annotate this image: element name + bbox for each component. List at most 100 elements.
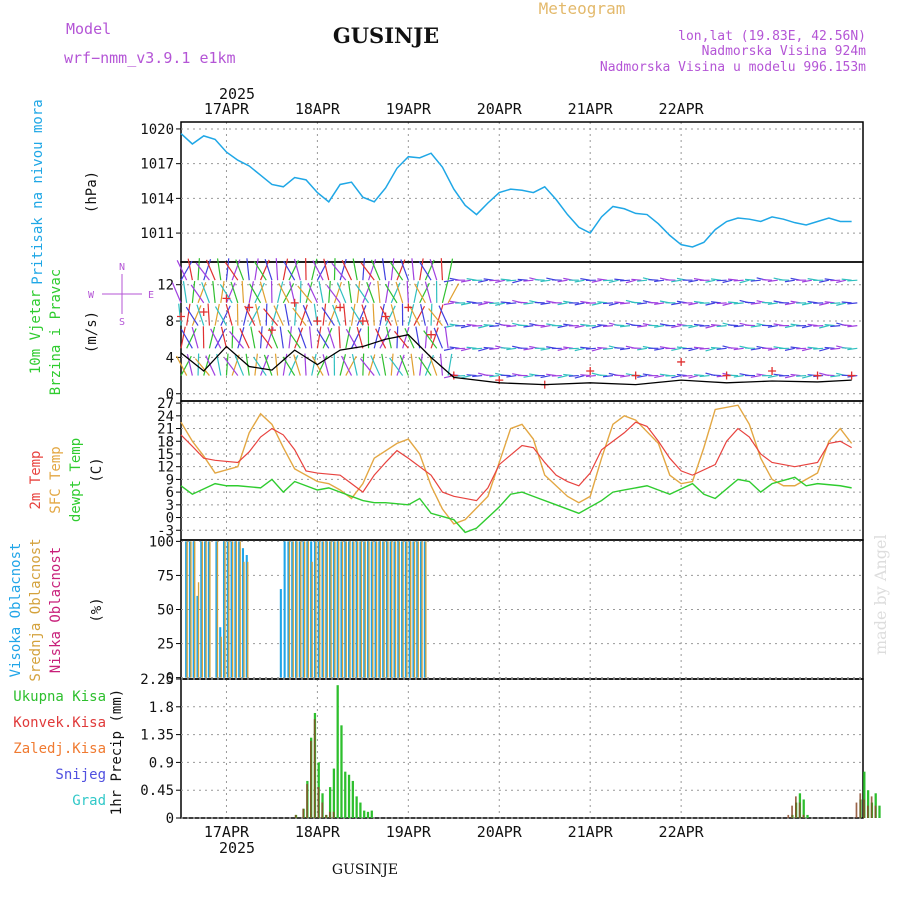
gust-marker [814,372,822,380]
wind-arrow [264,355,272,376]
wind-arrow [310,326,312,348]
mid-cloud-bar [414,541,415,677]
conv-precip-bar [803,815,805,818]
mid-cloud-bar [334,541,335,677]
wind-arrow [303,305,311,325]
conv-precip-bar [787,815,789,818]
watermark: made by Angel [871,534,890,655]
wind-arrow [711,375,721,376]
bottom-day-label: 22APR [659,823,705,841]
mid-cloud-bar [395,541,396,677]
t2m-axis-title: 2m Temp [28,450,44,509]
top-day-label: 19APR [386,100,432,118]
pressure-axis-title: Pritisak na nivou mora [30,99,46,284]
conv-precip-bar [310,741,312,818]
compass-east-label: E [148,290,154,301]
wind-arrow [334,258,335,280]
mid-cloud-bar [236,541,237,677]
total-precip-bar [340,725,342,818]
wind-arrow [597,375,607,376]
wind-arrow [506,280,516,281]
wind-arrow [177,260,186,280]
wind-arrow [847,280,857,281]
precip-axis-title: 1hr Precip (mm) [109,689,125,815]
conv-precip-bar [867,806,869,818]
total-precip-bar [355,796,357,818]
wind-arrow [614,302,624,303]
wind-arrow [251,327,255,349]
wind-arrow [319,281,323,303]
wind-arrow [501,302,511,303]
conv-precip-bar [329,812,331,818]
mid-cloud-bar [209,541,210,677]
wind-arrow [518,279,528,280]
total-precip-bar [352,781,354,818]
wind-arrow [256,304,261,325]
y-tick-label: 75 [157,568,174,584]
compass-north-label: N [119,262,125,273]
wind-arrow [472,326,482,327]
wind-arrow [694,324,704,325]
wind-arrow [711,302,721,303]
wind-arrow [373,304,374,326]
wind-arrow [711,348,721,349]
precip-legend-entry: Snijeg [55,767,106,783]
total-precip-bar [333,769,335,818]
total-precip-bar [348,775,350,818]
conv-precip-bar [791,806,793,818]
t2m-line [181,422,852,500]
precip-legend-entry: Zaledj.Kisa [13,741,106,757]
mid-cloud-bar [342,541,343,677]
total-precip-bar [367,812,369,818]
wind-arrow [518,302,528,303]
mid-cloud-bar [304,541,305,677]
wind-arrow [489,303,499,304]
mid-cloud-bar [365,541,366,677]
wind-arrow [734,280,744,281]
wind-arrow [813,348,823,349]
wind-arrow [842,348,852,349]
gust-marker [632,372,640,380]
station-title: GUSINJE [333,23,439,48]
wind-arrow [830,280,840,281]
wind-arrow [445,326,448,348]
wind-arrow [290,281,295,302]
wind-arrow [614,279,624,280]
y-tick-label: 1014 [140,191,174,207]
mid-cloud-bar [243,562,244,678]
wind-arrow [489,280,499,281]
pressure-line [181,134,852,247]
conv-precip-bar [333,812,335,818]
wind-arrow [580,324,590,325]
top-day-label: 18APR [295,100,341,118]
wind-arrow [796,348,806,349]
wind-arrow [198,354,199,376]
conv-precip-bar [325,815,327,818]
wind-arrow [535,280,545,281]
temp-unit-label: (C) [89,457,105,482]
conv-precip-bar [799,803,801,818]
total-precip-bar [363,811,365,818]
mid-cloud-bar [198,582,199,677]
conv-precip-bar [295,815,297,818]
conv-precip-bar [314,719,316,818]
mid-cloud-bar [376,541,377,677]
wind-arrow [700,326,710,327]
conv-precip-bar [863,799,865,818]
panel-frame [181,262,863,401]
model-label: Model [66,20,111,38]
wind-arrow [221,281,224,303]
y-tick-label: 1020 [140,122,174,138]
wind-arrow [411,354,414,376]
mid-cloud-bar [315,541,316,677]
mid-cloud-bar [421,541,422,677]
mid-cloud-bar [228,541,229,677]
panel-frame [181,679,863,818]
wind-arrow [825,375,835,376]
panel-frame [181,122,863,262]
total-precip-bar [337,685,339,818]
wind-arrow [825,348,835,349]
wind-arrow [569,348,579,349]
mid-cloud-bar [289,541,290,677]
wind-arrows [172,258,857,378]
